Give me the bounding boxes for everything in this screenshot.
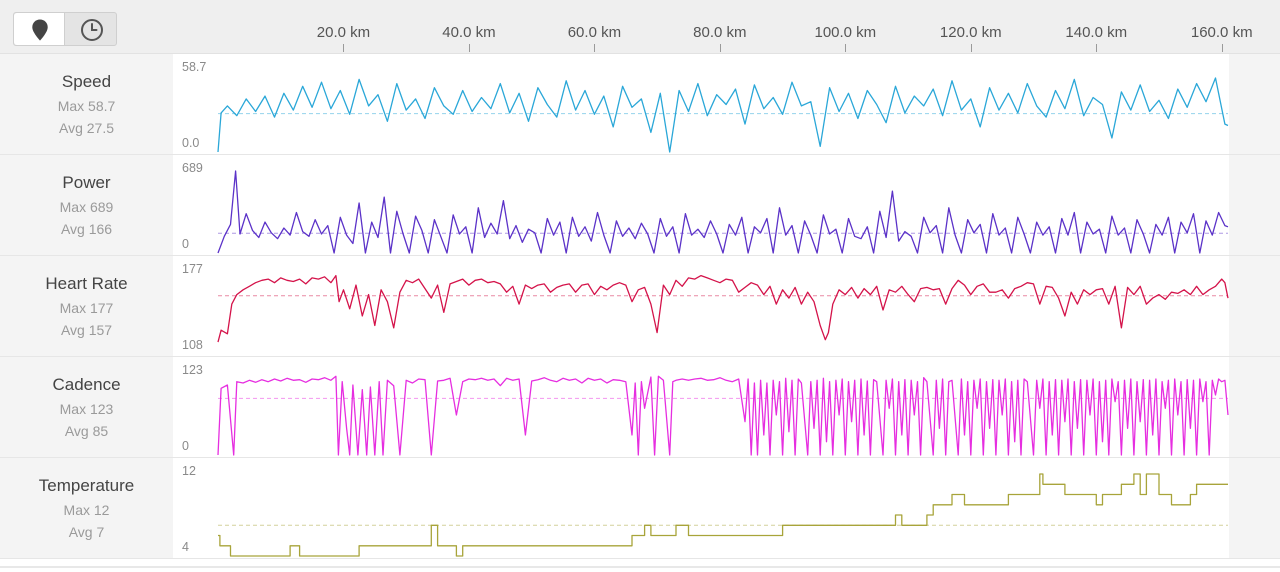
cadence-y-min-label: 0 — [182, 439, 189, 453]
x-tick — [845, 44, 847, 52]
series-line — [217, 274, 1229, 343]
temperature-y-min-label: 4 — [182, 540, 189, 554]
speed-y-max-label: 58.7 — [182, 60, 207, 74]
time-mode-button[interactable] — [66, 13, 117, 45]
heart-rate-stats: Heart Rate Max 177 Avg 157 — [0, 256, 173, 356]
x-tick-label: 140.0 km — [1065, 24, 1128, 41]
x-tick — [1096, 44, 1098, 52]
bottom-divider — [0, 566, 1280, 568]
cadence-title: Cadence — [52, 375, 121, 394]
cadence-max: Max 123 — [59, 401, 114, 417]
view-mode-toggle — [13, 12, 117, 46]
clock-icon — [81, 19, 103, 41]
speed-y-min-label: 0.0 — [182, 136, 200, 150]
heart-rate-plot[interactable]: 177 108 — [173, 256, 1229, 356]
speed-plot[interactable]: 58.7 0.0 — [173, 54, 1229, 154]
series-line — [217, 375, 1229, 456]
x-tick-label: 20.0 km — [316, 24, 371, 41]
x-tick-label: 160.0 km — [1190, 24, 1253, 41]
speed-title: Speed — [61, 72, 112, 91]
cadence-stats: Cadence Max 123 Avg 85 — [0, 357, 173, 457]
series-line — [217, 77, 1229, 153]
power-chart — [217, 170, 1229, 254]
x-tick-label: 100.0 km — [814, 24, 877, 41]
speed-chart — [217, 77, 1229, 153]
speed-max: Max 58.7 — [57, 98, 116, 114]
power-plot[interactable]: 689 0 — [173, 155, 1229, 255]
power-max: Max 689 — [59, 199, 114, 215]
x-tick-label: 40.0 km — [442, 24, 496, 41]
cadence-y-max-label: 123 — [182, 363, 203, 377]
x-tick-label: 120.0 km — [939, 24, 1002, 41]
x-tick-label: 60.0 km — [567, 24, 622, 41]
heart-rate-y-min-label: 108 — [182, 338, 203, 352]
heart-rate-chart — [217, 274, 1229, 343]
temperature-row: Temperature Max 12 Avg 7 12 4 — [0, 458, 1280, 559]
x-tick — [970, 44, 972, 52]
speed-stats: Speed Max 58.7 Avg 27.5 — [0, 54, 173, 154]
speed-avg: Avg 27.5 — [58, 120, 114, 136]
cadence-avg: Avg 85 — [64, 423, 109, 439]
heart-rate-max: Max 177 — [59, 300, 114, 316]
power-avg: Avg 166 — [60, 221, 113, 237]
power-y-max-label: 689 — [182, 161, 203, 175]
map-pin-icon — [32, 19, 48, 41]
distance-mode-button[interactable] — [14, 13, 65, 45]
speed-row: Speed Max 58.7 Avg 27.5 58.7 0.0 — [0, 54, 1280, 155]
temperature-plot[interactable]: 12 4 — [173, 458, 1229, 558]
x-tick — [594, 44, 596, 52]
temperature-avg: Avg 7 — [68, 524, 105, 540]
x-tick-label: 80.0 km — [693, 24, 747, 41]
x-axis: 20.0 km 40.0 km 60.0 km 80.0 km 100.0 km 120.… — [0, 0, 1280, 53]
temperature-stats: Temperature Max 12 Avg 7 — [0, 458, 173, 558]
heart-rate-y-max-label: 177 — [182, 262, 203, 276]
temperature-y-max-label: 12 — [182, 464, 196, 478]
series-line — [217, 170, 1229, 254]
x-tick — [468, 44, 470, 52]
heart-rate-title: Heart Rate — [45, 274, 128, 293]
cadence-chart — [217, 375, 1229, 456]
temperature-title: Temperature — [38, 476, 135, 495]
x-tick — [343, 44, 345, 52]
temperature-max: Max 12 — [63, 502, 110, 518]
cadence-plot[interactable]: 123 0 — [173, 357, 1229, 457]
power-row: Power Max 689 Avg 166 689 0 — [0, 155, 1280, 256]
power-stats: Power Max 689 Avg 166 — [0, 155, 173, 255]
x-tick — [719, 44, 721, 52]
power-title: Power — [62, 173, 111, 192]
temperature-chart — [218, 473, 1228, 557]
power-y-min-label: 0 — [182, 237, 189, 251]
series-line — [218, 473, 1228, 557]
cadence-row: Cadence Max 123 Avg 85 123 0 — [0, 357, 1280, 458]
heart-rate-row: Heart Rate Max 177 Avg 157 177 108 — [0, 256, 1280, 357]
x-tick — [1221, 44, 1223, 52]
distance-axis-bar: 20.0 km 40.0 km 60.0 km 80.0 km 100.0 km 120.… — [0, 0, 1280, 54]
heart-rate-avg: Avg 157 — [60, 322, 113, 338]
